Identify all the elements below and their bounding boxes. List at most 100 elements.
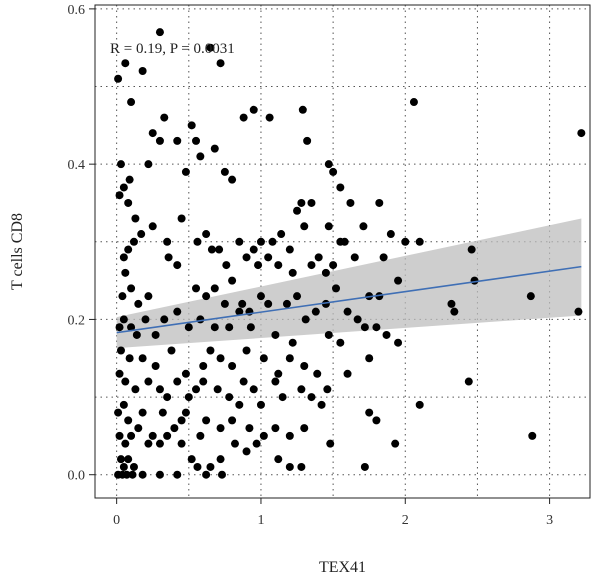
data-point xyxy=(323,385,332,394)
data-point xyxy=(277,230,286,239)
data-point xyxy=(115,431,124,440)
data-point xyxy=(307,198,316,207)
data-point xyxy=(184,323,193,332)
data-point xyxy=(125,354,134,363)
data-point xyxy=(163,393,172,402)
data-point xyxy=(202,230,211,239)
data-point xyxy=(297,198,306,207)
data-point xyxy=(155,136,164,145)
data-point xyxy=(121,377,130,386)
data-point xyxy=(324,222,333,231)
data-point xyxy=(271,330,280,339)
data-point xyxy=(254,261,263,270)
data-point xyxy=(173,470,182,479)
data-point xyxy=(285,354,294,363)
data-point xyxy=(239,113,248,122)
data-point xyxy=(271,377,280,386)
data-point xyxy=(359,222,368,231)
data-point xyxy=(353,315,362,324)
data-point xyxy=(375,198,384,207)
data-point xyxy=(116,455,125,464)
data-point xyxy=(278,393,287,402)
data-point xyxy=(114,408,123,417)
data-point xyxy=(228,175,237,184)
data-point xyxy=(192,284,201,293)
data-point xyxy=(220,167,229,176)
data-point xyxy=(329,167,338,176)
data-point xyxy=(192,136,201,145)
data-point xyxy=(121,59,130,68)
data-point xyxy=(210,323,219,332)
data-point xyxy=(249,245,258,254)
data-points xyxy=(114,28,586,479)
data-point xyxy=(148,129,157,138)
data-point xyxy=(464,377,473,386)
data-point xyxy=(288,338,297,347)
data-point xyxy=(207,245,216,254)
data-point xyxy=(415,400,424,409)
data-point xyxy=(163,237,172,246)
plot-frame xyxy=(94,4,591,499)
data-point xyxy=(265,113,274,122)
data-point xyxy=(216,354,225,363)
data-point xyxy=(379,253,388,262)
data-point xyxy=(144,292,153,301)
data-point xyxy=(206,346,215,355)
data-point xyxy=(259,431,268,440)
data-point xyxy=(256,400,265,409)
data-point xyxy=(222,261,231,270)
data-point xyxy=(220,299,229,308)
axis-ticks: 0 1 2 3 0.0 0.2 0.4 0.6 xyxy=(68,3,554,528)
data-point xyxy=(206,43,215,52)
data-point xyxy=(138,354,147,363)
data-point xyxy=(138,66,147,75)
data-point xyxy=(163,431,172,440)
data-point xyxy=(187,121,196,130)
data-point xyxy=(228,416,237,425)
data-point xyxy=(274,369,283,378)
data-point xyxy=(447,299,456,308)
data-point xyxy=(300,362,309,371)
data-point xyxy=(343,369,352,378)
data-point xyxy=(216,455,225,464)
data-point xyxy=(119,183,128,192)
data-point xyxy=(160,315,169,324)
regression-line-layer xyxy=(116,265,582,334)
data-point xyxy=(317,400,326,409)
data-point xyxy=(124,245,133,254)
data-point xyxy=(160,113,169,122)
data-point xyxy=(177,416,186,425)
data-point xyxy=(242,447,251,456)
data-point xyxy=(196,431,205,440)
data-point xyxy=(181,369,190,378)
data-point xyxy=(155,385,164,394)
data-point xyxy=(116,160,125,169)
data-point xyxy=(391,439,400,448)
data-point xyxy=(118,292,127,301)
data-point xyxy=(155,470,164,479)
data-point xyxy=(382,330,391,339)
data-point xyxy=(307,393,316,402)
data-point xyxy=(249,105,258,114)
data-point xyxy=(134,299,143,308)
data-point xyxy=(256,292,265,301)
data-point xyxy=(129,237,138,246)
y-tick-label: 0.0 xyxy=(68,469,86,484)
data-point xyxy=(228,276,237,285)
data-point xyxy=(313,369,322,378)
data-point xyxy=(115,191,124,200)
data-point xyxy=(124,198,133,207)
data-point xyxy=(311,307,320,316)
data-point xyxy=(164,253,173,262)
data-point xyxy=(225,323,234,332)
data-point xyxy=(215,245,224,254)
data-point xyxy=(132,330,141,339)
data-point xyxy=(242,253,251,262)
data-point xyxy=(144,377,153,386)
data-point xyxy=(127,431,136,440)
data-point xyxy=(274,261,283,270)
data-point xyxy=(148,222,157,231)
data-point xyxy=(122,470,131,479)
data-point xyxy=(235,307,244,316)
